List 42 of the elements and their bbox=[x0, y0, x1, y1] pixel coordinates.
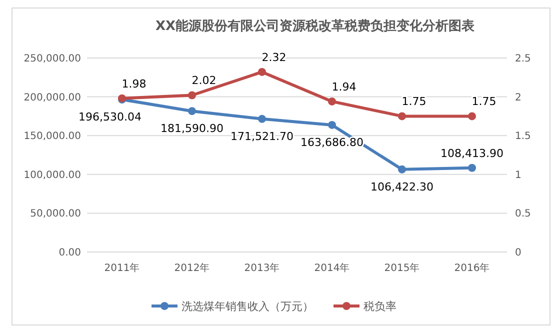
point bbox=[188, 107, 196, 116]
point bbox=[258, 68, 266, 76]
data-label: 1.98 bbox=[122, 77, 146, 90]
x-tick-label: 2013年 bbox=[244, 262, 280, 274]
data-label: 1.94 bbox=[332, 80, 356, 94]
data-label: 2.32 bbox=[262, 50, 286, 64]
y2-tick-label: 0 bbox=[515, 248, 522, 258]
y2-tick-label: 2 bbox=[515, 92, 522, 104]
point bbox=[188, 91, 196, 100]
y-tick-label: 200,000.00 bbox=[24, 92, 81, 104]
data-label: 196,530.04 bbox=[78, 110, 142, 124]
point bbox=[258, 114, 266, 123]
x-tick-label: 2015年 bbox=[384, 262, 420, 274]
data-label: 171,521.70 bbox=[230, 130, 294, 143]
point bbox=[398, 165, 406, 174]
x-tick-label: 2011年 bbox=[104, 262, 140, 274]
data-label: 1.75 bbox=[472, 95, 496, 108]
data-label: 108,413.90 bbox=[440, 146, 504, 160]
y2-tick-label: 1 bbox=[515, 170, 522, 181]
point bbox=[468, 112, 476, 120]
x-tick-label: 2016年 bbox=[454, 262, 490, 274]
y2-tick-label: 1.5 bbox=[515, 131, 531, 142]
y2-tick-label: 0.5 bbox=[515, 208, 531, 220]
point bbox=[398, 112, 406, 120]
chart-title: XX能源股份有限公司资源税改革税费负担变化分析图表 bbox=[155, 18, 476, 34]
x-tick-label: 2012年 bbox=[174, 262, 210, 274]
y-tick-label: 0.00 bbox=[58, 248, 81, 258]
point bbox=[468, 164, 476, 172]
legend-label: 税负率 bbox=[364, 300, 396, 313]
y-tick-label: 150,000.00 bbox=[24, 131, 81, 142]
data-label: 1.75 bbox=[402, 95, 426, 108]
data-label: 2.02 bbox=[192, 74, 216, 88]
point bbox=[328, 120, 336, 129]
x-tick-label: 2014年 bbox=[314, 262, 350, 274]
legend-label: 洗选煤年销售收入（万元） bbox=[182, 300, 314, 313]
y2-tick-label: 2.5 bbox=[515, 54, 531, 64]
data-label: 106,422.30 bbox=[370, 180, 434, 194]
y-tick-label: 250,000.00 bbox=[24, 54, 81, 64]
data-label: 181,590.90 bbox=[160, 122, 224, 136]
y-tick-label: 100,000.00 bbox=[24, 170, 81, 181]
point bbox=[328, 97, 336, 106]
y-tick-label: 50,000.00 bbox=[30, 208, 81, 220]
